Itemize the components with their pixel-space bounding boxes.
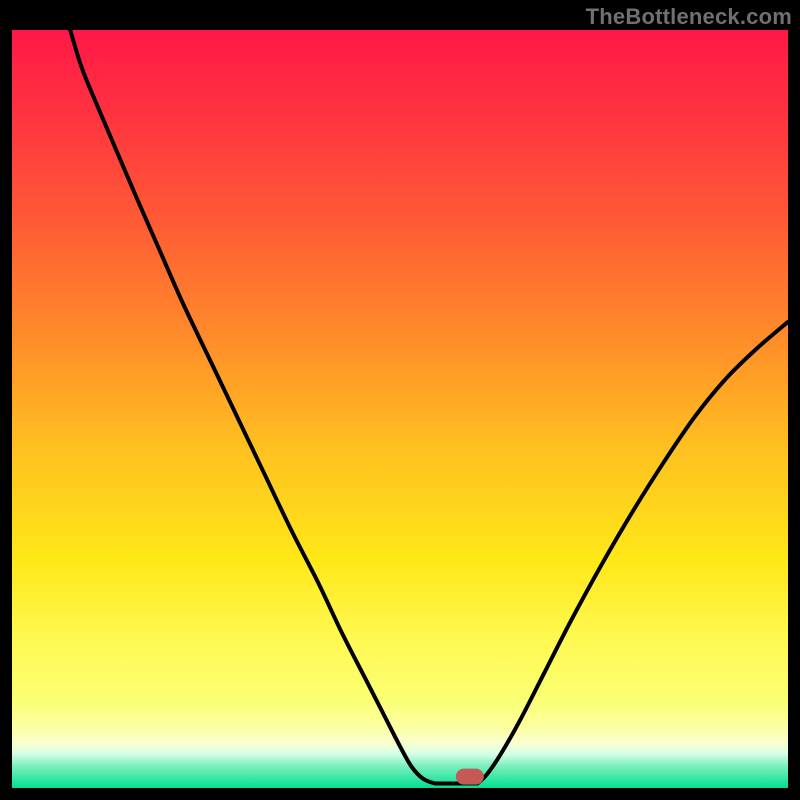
optimal-point-marker [456, 769, 484, 785]
chart-background-gradient [12, 30, 788, 788]
chart-svg [0, 0, 800, 800]
watermark-text: TheBottleneck.com [586, 4, 792, 30]
chart-container: TheBottleneck.com [0, 0, 800, 800]
